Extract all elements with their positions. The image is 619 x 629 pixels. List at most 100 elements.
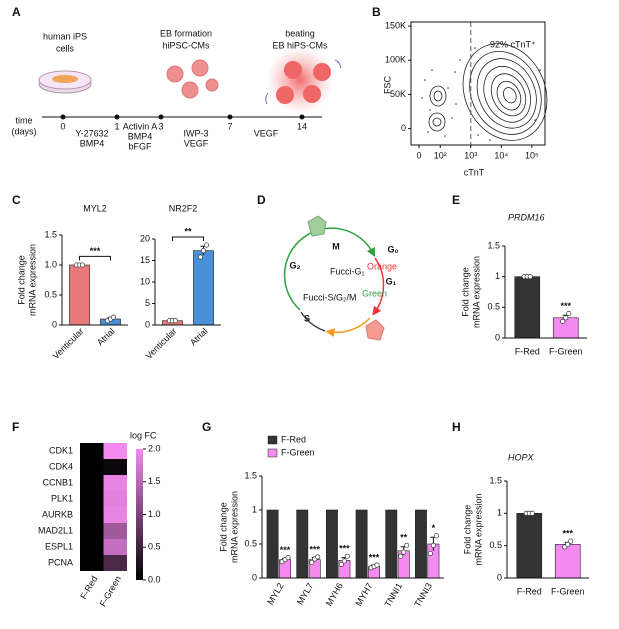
panel-label: E — [452, 193, 460, 207]
day-label: 7 — [227, 121, 232, 131]
significance: *** — [339, 544, 350, 554]
y-tick-label: 0.5 — [487, 302, 500, 312]
x-tick-label: 10⁵ — [525, 150, 539, 160]
data-point — [341, 558, 347, 564]
y-tick-label: 0.5 — [244, 538, 257, 548]
y-tick-label: 0 — [497, 572, 502, 582]
panel-label: G — [202, 420, 211, 434]
row-label: PCNA — [48, 557, 73, 567]
annotation: 92% cTnT⁺ — [490, 39, 536, 49]
heatmap-cell — [103, 555, 127, 571]
y-tick-label: 5 — [145, 298, 150, 308]
y-tick-label: 0 — [495, 332, 500, 342]
day-marker — [158, 114, 164, 120]
chart-title: NR2F2 — [169, 203, 198, 213]
stage-label: hiPSC-CMs — [162, 40, 210, 50]
y-tick-label: 1.0 — [44, 259, 57, 269]
data-point — [527, 274, 533, 280]
y-tick-label: 1 — [252, 504, 257, 514]
data-point — [566, 310, 572, 317]
x-tick-label: TNNI1 — [383, 581, 405, 609]
significance: ** — [184, 226, 192, 236]
bar — [516, 513, 543, 579]
stage-label: EB formation — [160, 28, 212, 38]
data-point — [285, 555, 291, 561]
bar — [514, 276, 541, 339]
colorbar-tick-label: 1.5 — [148, 476, 161, 486]
phase-label: G₁ — [386, 276, 397, 286]
x-tick-label: Atrial — [188, 326, 210, 348]
stage-label: EB hiPS-CMs — [272, 40, 328, 50]
y-tick-label: 1.5 — [487, 240, 500, 250]
chart: 0 50K 100K 150K 0 10² 10³ 10⁴ 10⁵ 92% cTnT⁺ cTnT FS… — [382, 20, 546, 177]
chart-title: HOPX — [508, 452, 535, 462]
y-tick-label: 20 — [140, 233, 150, 243]
chart: CDK1 CDK4 CCNB1 PLK1 AURKB MAD2L1 ESPL1 PCNA F-R… — [38, 430, 161, 608]
significance-bracket — [172, 236, 204, 242]
y-tick-label: 1.5 — [244, 470, 257, 480]
row-label: PLK1 — [51, 493, 73, 503]
data-point — [374, 562, 380, 568]
treatment: BMP4 — [128, 131, 153, 141]
heatmap-cell — [103, 459, 127, 475]
legend-swatch — [267, 435, 278, 445]
significance-bracket — [79, 255, 111, 261]
bar — [552, 317, 579, 339]
y-axis-label: Fold change — [462, 505, 472, 555]
row-label: ESPL1 — [45, 541, 73, 551]
panel-label: H — [452, 420, 461, 434]
bar — [296, 509, 309, 579]
treatment: VEGF — [184, 138, 209, 148]
x-tick-label: Venticular — [51, 326, 86, 361]
y-axis-label: FSC — [382, 75, 392, 94]
heatmap-cell — [103, 507, 127, 523]
treatment: VEGF — [254, 128, 279, 138]
row-label: MAD2L1 — [38, 525, 73, 535]
x-tick-label: 0 — [416, 150, 421, 160]
data-point — [404, 542, 410, 548]
dish — [38, 70, 92, 94]
day-marker — [114, 114, 120, 120]
x-tick-label: F-Green — [551, 586, 585, 596]
embryoid-bodies — [166, 59, 219, 99]
x-axis-label: cTnT — [464, 167, 485, 177]
y-axis-label: mRNA expression — [473, 493, 483, 565]
axis-label: (days) — [11, 126, 36, 136]
y-tick-label: 100K — [385, 55, 406, 65]
x-tick-label: F-Red — [515, 346, 540, 356]
day-label: 0 — [60, 121, 65, 131]
row-label: CCNB1 — [42, 477, 73, 487]
significance: *** — [562, 529, 573, 539]
y-tick-label: 1 — [497, 508, 502, 518]
significance: *** — [309, 544, 320, 554]
data-point — [79, 262, 86, 268]
heatmap-cell — [80, 475, 104, 491]
day-marker — [299, 114, 305, 120]
data-point — [398, 553, 404, 559]
chart-title: PRDM16 — [508, 212, 545, 222]
bar — [385, 509, 398, 579]
y-axis-label: mRNA expression — [229, 491, 239, 563]
phase-label: S — [304, 313, 310, 323]
row-label: CDK4 — [49, 461, 73, 471]
phase-label: M — [332, 241, 340, 251]
stage-label: cells — [56, 43, 75, 53]
panel-label: B — [372, 5, 381, 19]
bar — [69, 264, 90, 326]
y-tick-label: 1 — [495, 271, 500, 281]
data-point — [427, 550, 433, 557]
x-tick-label: MYH7 — [353, 581, 374, 608]
data-point — [565, 541, 571, 547]
x-tick-label: 10² — [434, 150, 447, 160]
y-tick-label: 0 — [52, 319, 57, 329]
treatment: BMP4 — [80, 138, 105, 148]
y-tick-label: 0.5 — [44, 289, 57, 299]
y-tick-label: 10 — [140, 276, 150, 286]
heatmap-cell — [80, 555, 104, 571]
bar — [355, 509, 368, 579]
colorbar-tick-label: 0.0 — [148, 574, 161, 584]
x-tick-label: 10³ — [464, 150, 477, 160]
y-tick-label: 0 — [252, 572, 257, 582]
data-point — [197, 254, 204, 260]
